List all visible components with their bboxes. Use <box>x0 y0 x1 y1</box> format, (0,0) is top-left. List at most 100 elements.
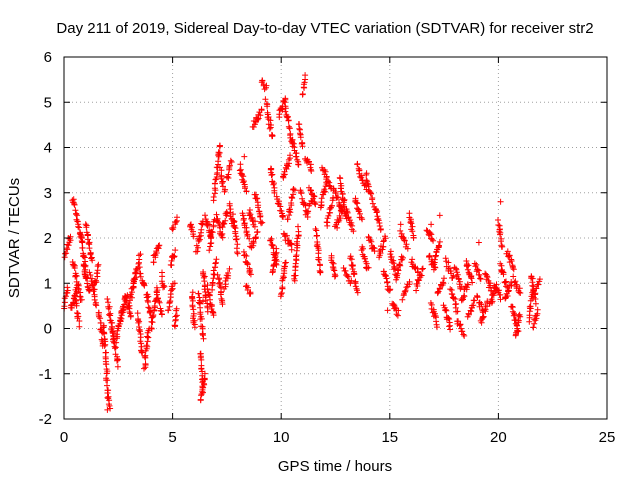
data-point <box>369 195 376 201</box>
data-point <box>291 144 298 151</box>
data-point <box>400 292 407 299</box>
data-point <box>450 272 457 279</box>
data-point <box>71 201 78 208</box>
data-point <box>80 253 87 260</box>
data-point <box>86 245 93 252</box>
data-point <box>218 295 225 302</box>
data-point <box>461 332 468 339</box>
data-point <box>79 239 86 245</box>
data-point <box>142 362 149 368</box>
data-point <box>208 228 215 235</box>
data-point <box>322 188 329 195</box>
axis-ticks: 0 5 10 15 20 25 -2 -1 0 1 2 3 4 5 6 <box>39 49 616 446</box>
data-point <box>101 342 108 349</box>
data-point <box>234 249 240 256</box>
data-point <box>112 345 118 352</box>
y-tick-label: -2 <box>39 411 52 428</box>
data-point <box>484 274 491 281</box>
data-point <box>348 277 355 284</box>
data-point <box>84 274 91 281</box>
data-point <box>281 171 288 178</box>
data-point <box>506 287 512 294</box>
data-point <box>247 211 254 218</box>
data-point <box>107 405 114 412</box>
data-point <box>318 195 325 202</box>
data-point <box>282 95 289 102</box>
data-point <box>150 259 157 266</box>
data-point <box>377 250 384 257</box>
data-point <box>171 253 178 260</box>
data-point <box>287 155 293 162</box>
data-point <box>428 221 435 228</box>
y-tick-label: 3 <box>44 185 52 202</box>
data-point <box>469 279 476 286</box>
data-point <box>295 223 301 230</box>
data-point <box>136 259 142 266</box>
data-point <box>134 310 141 317</box>
data-point <box>400 254 406 261</box>
data-point <box>364 180 371 187</box>
data-point <box>374 213 381 220</box>
data-point <box>311 193 318 200</box>
y-tick-label: 0 <box>44 321 52 338</box>
data-point <box>328 254 335 261</box>
data-point <box>103 370 110 377</box>
data-point <box>296 125 303 132</box>
data-point <box>464 266 471 273</box>
data-point <box>213 256 220 263</box>
data-point <box>496 228 503 235</box>
data-point <box>202 212 208 219</box>
data-point <box>230 211 236 218</box>
data-point <box>210 312 217 319</box>
data-point <box>509 303 516 310</box>
data-point <box>138 340 145 347</box>
data-point <box>390 260 397 267</box>
data-point <box>243 188 250 195</box>
data-point <box>513 282 520 288</box>
data-point <box>165 307 172 314</box>
data-point <box>512 278 519 285</box>
chart-title: Day 211 of 2019, Sidereal Day-to-day VTE… <box>56 20 593 37</box>
data-point <box>210 194 217 200</box>
data-point <box>237 161 244 168</box>
data-point <box>104 377 111 384</box>
data-point <box>282 105 289 112</box>
data-point <box>302 72 309 79</box>
data-point <box>394 274 401 281</box>
data-point <box>354 161 361 168</box>
data-point <box>171 280 178 287</box>
data-point <box>141 365 147 372</box>
data-point <box>359 216 366 223</box>
data-point <box>189 289 196 296</box>
data-point <box>143 342 150 349</box>
data-point <box>348 219 355 226</box>
data-point <box>222 281 229 288</box>
data-point <box>349 262 356 269</box>
data-point <box>452 296 459 302</box>
data-point <box>206 221 212 228</box>
data-point <box>105 387 112 394</box>
data-point <box>215 149 222 156</box>
data-point <box>217 142 223 149</box>
data-point <box>408 220 415 227</box>
data-point <box>428 231 435 238</box>
data-point <box>254 195 261 202</box>
data-point <box>201 381 208 388</box>
data-point <box>126 309 133 315</box>
data-point <box>213 211 220 218</box>
data-point <box>291 187 298 194</box>
data-point <box>305 208 312 215</box>
data-point <box>395 307 402 314</box>
data-point <box>259 219 266 226</box>
data-point <box>131 276 138 283</box>
data-point <box>172 313 179 320</box>
data-point <box>272 250 279 257</box>
data-point <box>482 308 489 315</box>
data-point <box>447 326 454 333</box>
data-point <box>397 262 404 269</box>
data-point <box>145 334 152 341</box>
data-point <box>477 276 484 282</box>
x-tick-label: 10 <box>273 429 290 446</box>
data-point <box>268 172 275 179</box>
data-point <box>426 252 433 259</box>
